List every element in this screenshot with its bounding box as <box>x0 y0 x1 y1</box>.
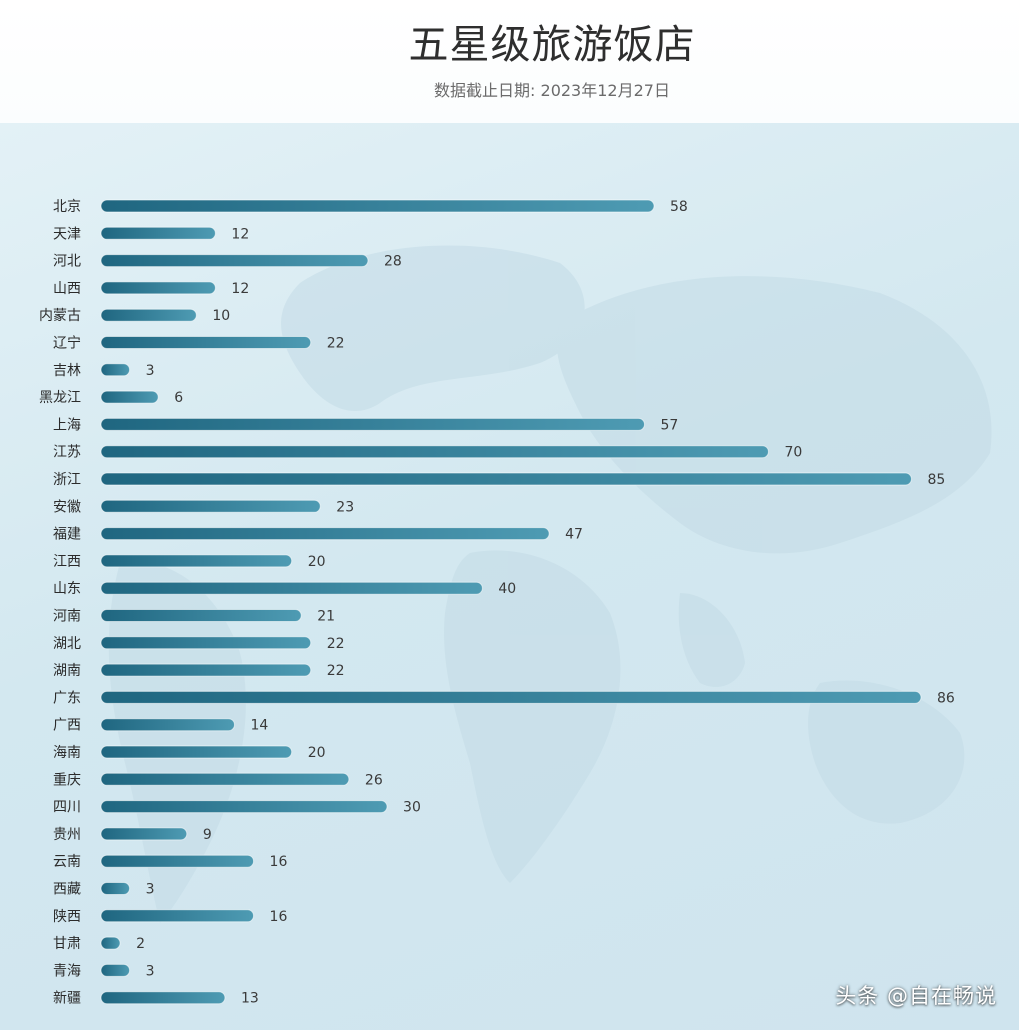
category-label: 河南 <box>53 609 81 625</box>
value-label: 14 <box>250 718 268 734</box>
category-label: 江苏 <box>53 445 81 461</box>
value-label: 86 <box>937 690 955 706</box>
chart-panel: 北京 58 天津 12 河北 28 山西 12 内蒙古 10 辽宁 22 吉林 3 黑龙江 6 上海 57 江苏 70… <box>0 123 1019 1030</box>
bar <box>100 308 197 322</box>
value-label: 22 <box>327 336 345 352</box>
value-label: 6 <box>174 390 183 406</box>
watermark: 头条 @自在畅说 <box>835 984 997 1008</box>
bar <box>100 854 255 868</box>
value-label: 12 <box>231 226 249 242</box>
category-label: 重庆 <box>53 772 81 788</box>
bar <box>100 281 216 295</box>
category-label: 西藏 <box>53 882 81 898</box>
bar <box>100 909 255 923</box>
bar <box>100 882 131 895</box>
bar <box>100 199 655 213</box>
category-label: 四川 <box>53 800 81 816</box>
bar-chart: 北京 58 天津 12 河北 28 山西 12 内蒙古 10 辽宁 22 吉林 3 黑龙江 6 上海 57 江苏 70… <box>39 199 955 1007</box>
value-label: 40 <box>498 581 516 597</box>
value-label: 57 <box>660 417 678 433</box>
bar <box>100 581 483 595</box>
bar <box>100 254 369 268</box>
value-label: 22 <box>327 663 345 679</box>
bar <box>100 800 388 814</box>
value-label: 20 <box>308 554 326 570</box>
category-label: 江西 <box>53 554 81 570</box>
value-label: 23 <box>336 499 354 515</box>
value-label: 70 <box>784 445 802 461</box>
bar <box>100 690 922 704</box>
bar <box>100 663 312 677</box>
value-label: 22 <box>327 636 345 652</box>
category-label: 新疆 <box>53 991 81 1007</box>
chart-subtitle: 数据截止日期: 2023年12月27日 <box>434 81 670 100</box>
value-label: 58 <box>670 199 688 215</box>
category-label: 广东 <box>53 690 81 706</box>
category-label: 山东 <box>53 581 81 597</box>
header: 五星级旅游饭店 数据截止日期: 2023年12月27日 <box>0 0 1019 123</box>
bar <box>100 772 350 786</box>
category-label: 河北 <box>53 254 81 270</box>
value-label: 3 <box>146 882 155 898</box>
category-label: 青海 <box>53 963 81 979</box>
category-label: 吉林 <box>53 363 81 379</box>
category-label: 云南 <box>53 854 81 870</box>
category-label: 广西 <box>53 718 81 734</box>
category-label: 山西 <box>53 281 81 297</box>
bar <box>100 609 302 622</box>
category-label: 福建 <box>53 527 81 543</box>
value-label: 16 <box>270 909 288 925</box>
category-label: 内蒙古 <box>39 308 81 324</box>
bar <box>100 363 131 377</box>
bar <box>100 499 321 513</box>
category-label: 天津 <box>53 226 81 242</box>
bar <box>100 963 131 977</box>
bar <box>100 636 312 650</box>
bar <box>100 936 121 950</box>
category-label: 湖北 <box>53 636 81 652</box>
bar <box>100 336 312 349</box>
value-label: 9 <box>203 827 212 843</box>
bar <box>100 554 293 568</box>
value-label: 12 <box>231 281 249 297</box>
category-label: 黑龙江 <box>39 390 81 406</box>
value-label: 20 <box>308 745 326 761</box>
chart-title: 五星级旅游饭店 <box>408 22 696 68</box>
bar <box>100 226 216 240</box>
category-label: 甘肃 <box>53 936 81 952</box>
bar <box>100 718 235 732</box>
value-label: 30 <box>403 800 421 816</box>
value-label: 3 <box>146 963 155 979</box>
category-label: 贵州 <box>53 827 81 843</box>
bar <box>100 527 550 541</box>
bar <box>100 991 226 1005</box>
category-label: 陕西 <box>53 909 81 925</box>
value-label: 21 <box>317 609 335 625</box>
bar <box>100 417 645 431</box>
value-label: 28 <box>384 254 402 270</box>
category-label: 北京 <box>53 199 81 215</box>
value-label: 10 <box>212 308 230 324</box>
bar <box>100 745 293 759</box>
value-label: 2 <box>136 936 145 952</box>
category-label: 安徽 <box>53 499 81 515</box>
value-label: 26 <box>365 772 383 788</box>
category-label: 海南 <box>53 745 81 761</box>
bar <box>100 390 159 404</box>
value-label: 3 <box>146 363 155 379</box>
bars-layer: 北京 58 天津 12 河北 28 山西 12 内蒙古 10 辽宁 22 吉林 3 黑龙江 6 上海 57 江苏 70… <box>39 199 955 1007</box>
value-label: 47 <box>565 527 583 543</box>
bar <box>100 445 769 459</box>
category-label: 上海 <box>53 417 81 433</box>
bar <box>100 472 912 486</box>
category-label: 湖南 <box>53 663 81 679</box>
value-label: 13 <box>241 991 259 1007</box>
category-label: 辽宁 <box>53 335 81 352</box>
category-label: 浙江 <box>53 472 81 488</box>
value-label: 85 <box>927 472 945 488</box>
value-label: 16 <box>270 854 288 870</box>
bar <box>100 827 188 841</box>
